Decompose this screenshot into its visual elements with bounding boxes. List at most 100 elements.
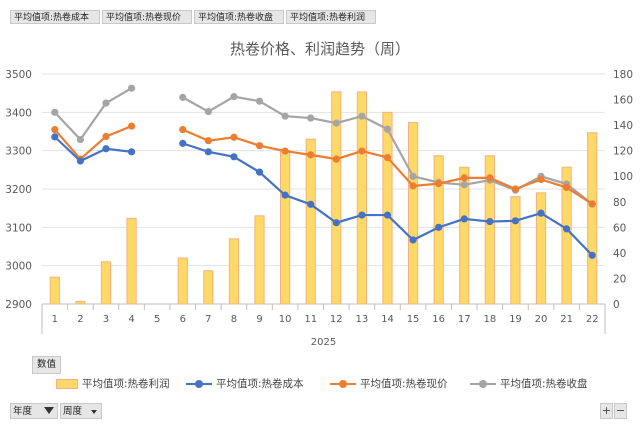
x-tick-label: 8 <box>231 314 237 325</box>
filter-icon[interactable] <box>44 407 54 414</box>
bar-profit <box>177 257 188 305</box>
x-tick-label: 13 <box>356 314 369 325</box>
point-close <box>460 181 468 189</box>
point-price <box>307 151 315 159</box>
collapse-button[interactable]: − <box>614 403 627 419</box>
week-field-label: 周度 <box>63 406 83 417</box>
point-price <box>409 182 417 190</box>
bar-profit <box>254 215 265 305</box>
point-price <box>281 147 289 155</box>
y-left-tick-label: 2900 <box>5 299 32 311</box>
legend-label-profit: 平均值项:热卷利润 <box>82 378 170 390</box>
y-left-tick-label: 3000 <box>5 261 32 273</box>
x-tick-label: 3 <box>103 314 109 325</box>
year-field-button[interactable]: 年度 <box>10 403 58 419</box>
y-left-tick-label: 3200 <box>5 184 32 196</box>
point-price <box>486 174 494 182</box>
line-close <box>53 87 133 142</box>
point-cost <box>588 251 596 259</box>
point-price <box>435 180 443 188</box>
bar-profit <box>203 270 214 305</box>
x-tick-label: 22 <box>586 314 599 325</box>
y-right-tick-label: 0 <box>613 299 620 311</box>
point-close <box>51 108 59 116</box>
x-tick-label: 10 <box>279 314 292 325</box>
dropdown-arrow-icon[interactable] <box>91 410 97 414</box>
bar-profit <box>356 91 367 305</box>
year-field-label: 年度 <box>13 406 33 417</box>
bar-profit <box>49 276 60 305</box>
value-field-tag[interactable]: 数值 <box>32 356 62 374</box>
bar-profit <box>561 166 572 305</box>
y-right-tick-label: 100 <box>613 171 633 183</box>
x-tick-label: 1 <box>52 314 58 325</box>
point-close <box>281 112 289 120</box>
x-tick-label: 15 <box>407 314 420 325</box>
y-left-tick-label: 3100 <box>5 222 32 234</box>
point-price <box>383 153 392 162</box>
point-close <box>358 112 366 120</box>
legend-item-price: 平均值项:热卷现价 <box>330 376 448 391</box>
legend-label-close: 平均值项:热卷收盘 <box>500 378 588 390</box>
week-field-button[interactable]: 周度 <box>60 403 102 419</box>
point-price <box>255 142 264 150</box>
y-right-tick-label: 180 <box>613 69 633 81</box>
bar-profit <box>228 238 240 305</box>
legend-label-cost: 平均值项:热卷成本 <box>216 378 304 390</box>
point-cost <box>358 211 366 219</box>
x-tick-label: 16 <box>432 314 445 325</box>
point-close <box>179 93 187 101</box>
point-price <box>204 137 212 145</box>
y-left-tick-label: 3400 <box>5 107 32 119</box>
bar-profit <box>305 138 316 305</box>
expand-button[interactable]: + <box>600 403 613 419</box>
point-price <box>102 132 110 141</box>
point-cost <box>102 145 110 153</box>
x-tick-label: 2 <box>77 314 83 325</box>
x-tick-label: 11 <box>304 314 317 325</box>
x-group-label: 2025 <box>311 337 336 348</box>
legend-swatch-price <box>330 380 356 388</box>
point-cost <box>409 236 417 244</box>
bar-profit <box>535 192 547 305</box>
field-button-price[interactable]: 平均值项:热卷现价 <box>102 10 192 24</box>
point-cost <box>51 133 59 141</box>
bar-profit <box>331 91 342 305</box>
chart-title: 热卷价格、利润趋势（周） <box>229 40 410 58</box>
bar-profit <box>407 122 419 305</box>
point-close <box>332 119 340 127</box>
x-tick-label: 14 <box>381 314 394 325</box>
point-close <box>76 135 84 144</box>
point-price <box>588 200 596 208</box>
bar-profit <box>280 150 291 305</box>
field-button-cost[interactable]: 平均值项:热卷成本 <box>10 10 100 24</box>
legend-item-profit: 平均值项:热卷利润 <box>56 376 170 391</box>
x-tick-label: 20 <box>535 314 548 325</box>
field-button-profit[interactable]: 平均值项:热卷利润 <box>286 10 376 24</box>
x-tick-label: 5 <box>154 314 160 325</box>
point-close <box>307 114 315 122</box>
y-right-tick-label: 140 <box>613 120 633 132</box>
x-tick-label: 19 <box>509 314 522 325</box>
bar-profit <box>459 166 470 305</box>
bar-profit <box>75 300 86 305</box>
y-right-tick-label: 120 <box>613 146 633 158</box>
y-right-tick-label: 20 <box>613 273 626 285</box>
point-close <box>255 97 264 105</box>
y-left-tick-label: 3500 <box>5 69 32 81</box>
point-price <box>358 147 366 155</box>
point-price <box>460 174 468 182</box>
x-tick-label: 17 <box>458 314 471 325</box>
bar-profit <box>126 217 137 305</box>
point-cost <box>563 225 571 233</box>
point-cost <box>460 215 468 223</box>
point-cost <box>281 191 289 199</box>
point-close <box>102 99 110 107</box>
point-close <box>230 93 238 101</box>
legend-item-close: 平均值项:热卷收盘 <box>470 376 588 391</box>
y-right-tick-label: 40 <box>613 248 626 260</box>
field-button-close[interactable]: 平均值项:热卷收盘 <box>194 10 284 24</box>
point-cost <box>76 157 84 165</box>
x-tick-label: 7 <box>205 314 211 325</box>
